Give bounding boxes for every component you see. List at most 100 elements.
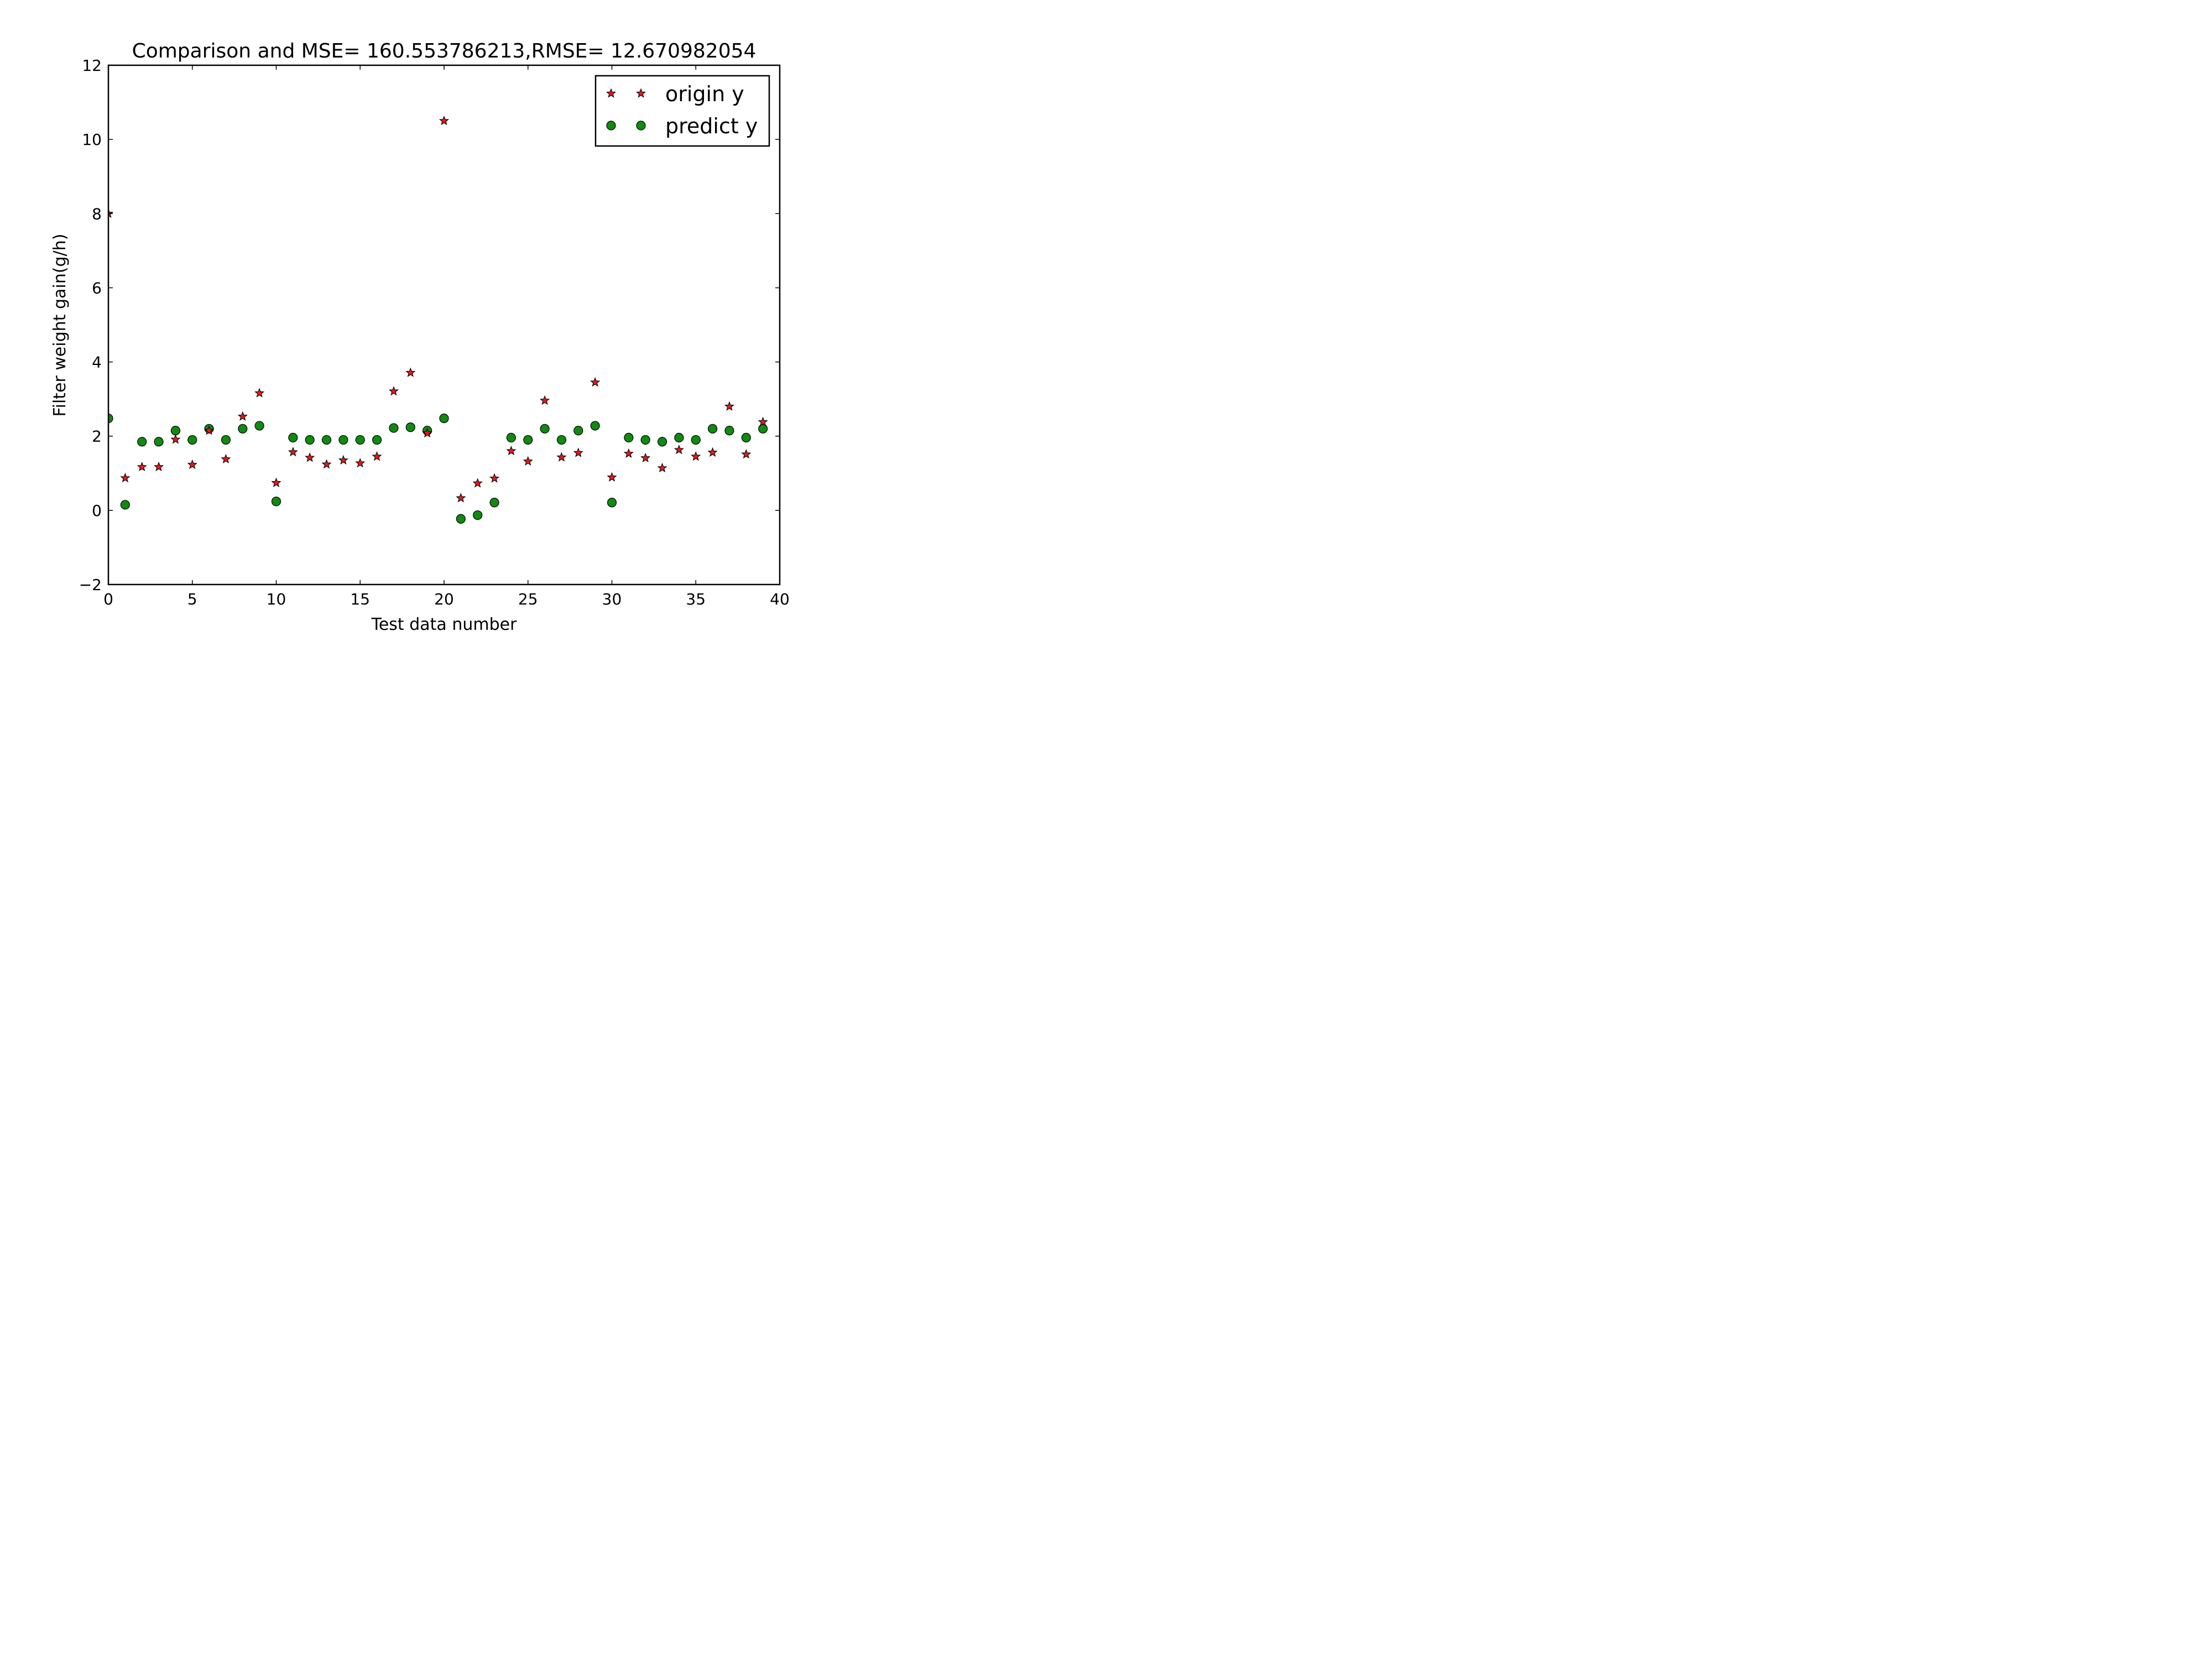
origin-point — [540, 395, 550, 405]
predict-point — [238, 424, 248, 434]
origin-point — [573, 447, 583, 457]
x-tick-label: 20 — [434, 590, 454, 608]
y-tick-label: 12 — [82, 56, 102, 75]
x-tick-label: 35 — [686, 590, 706, 608]
predict-point — [540, 424, 550, 434]
predict-point — [137, 437, 147, 447]
origin-point — [271, 477, 281, 487]
origin-point — [456, 493, 466, 503]
predict-point — [624, 432, 634, 442]
predict-point — [170, 426, 180, 436]
x-tick-label: 0 — [103, 590, 113, 608]
origin-point — [108, 208, 114, 218]
origin-point — [623, 448, 634, 458]
predict-point — [389, 423, 399, 433]
predict-point — [573, 426, 583, 436]
predict-point — [405, 422, 415, 432]
y-tick-label: 6 — [92, 279, 102, 297]
predict-point — [523, 435, 533, 445]
scatter-chart: Comparison and MSE= 160.553786213,RMSE= … — [50, 40, 790, 634]
origin-point — [523, 456, 533, 466]
predict-point — [221, 435, 231, 445]
legend-star — [635, 88, 646, 98]
predict-point — [305, 435, 315, 445]
origin-point — [388, 386, 399, 396]
predict-point — [108, 413, 113, 424]
predict-point — [473, 510, 483, 520]
legend-label-predict: predict y — [665, 114, 758, 138]
x-tick-label: 10 — [267, 590, 286, 608]
predict-point — [640, 435, 650, 445]
x-axis-ticks: 0 5 10 15 20 25 30 35 40 — [103, 65, 790, 608]
origin-point — [338, 455, 348, 465]
origin-point — [204, 425, 215, 435]
predict-point — [120, 500, 130, 510]
x-tick-label: 15 — [350, 590, 370, 608]
origin-point — [707, 447, 718, 457]
origin-point — [489, 473, 500, 483]
y-tick-label: 0 — [92, 502, 102, 520]
origin-point — [305, 452, 315, 462]
y-tick-label: 10 — [82, 131, 102, 149]
origin-point — [724, 401, 735, 411]
origin-point — [372, 451, 382, 461]
legend: origin y predict y — [594, 75, 770, 147]
y-tick-label: 8 — [92, 205, 102, 223]
predict-point — [556, 435, 567, 445]
origin-point — [590, 377, 601, 387]
origin-point — [288, 447, 298, 457]
predict-point — [489, 498, 499, 508]
y-tick-label: 2 — [92, 427, 102, 446]
legend-predict-marker — [636, 121, 646, 131]
legend-box — [594, 75, 770, 147]
origin-point — [422, 427, 432, 438]
legend-star — [606, 88, 617, 98]
predict-point — [590, 421, 600, 431]
x-tick-label: 30 — [602, 590, 622, 608]
x-tick-label: 40 — [770, 590, 790, 608]
origin-point — [758, 416, 768, 426]
origin-point — [187, 459, 197, 469]
predict-point — [187, 435, 197, 445]
origin-point — [556, 452, 567, 462]
predict-point — [254, 421, 264, 431]
origin-point — [640, 452, 651, 463]
origin-point — [472, 478, 483, 488]
predict-point — [338, 435, 348, 445]
y-axis-label: Filter weight gain(g/h) — [50, 234, 70, 417]
origin-point — [691, 451, 701, 461]
origin-point — [607, 472, 617, 482]
predict-point — [657, 437, 667, 447]
origin-point — [674, 444, 684, 455]
origin-point — [170, 434, 181, 444]
predict-point — [288, 432, 298, 442]
predict-point — [506, 432, 517, 442]
origin-point — [237, 411, 248, 421]
origin-point — [506, 445, 517, 456]
x-tick-label: 5 — [187, 590, 197, 608]
predict-point — [674, 432, 684, 442]
x-axis-label: Test data number — [371, 615, 517, 634]
x-tick-label: 25 — [518, 590, 538, 608]
predict-point — [321, 435, 332, 445]
predict-point — [372, 435, 382, 445]
predict-point — [758, 424, 768, 434]
origin-point — [137, 461, 147, 472]
legend-origin-marker — [606, 88, 617, 98]
y-tick-label: −2 — [79, 576, 102, 594]
origin-point — [153, 461, 164, 472]
chart-title: Comparison and MSE= 160.553786213,RMSE= … — [132, 40, 757, 62]
y-axis-ticks: −2 0 2 4 6 8 10 12 — [79, 56, 780, 594]
predict-point — [355, 435, 365, 445]
origin-point — [120, 472, 131, 483]
plot-marks — [108, 116, 768, 524]
legend-origin-marker — [635, 88, 646, 98]
predict-point — [741, 432, 751, 442]
origin-point — [439, 116, 450, 126]
predict-point — [607, 498, 617, 508]
origin-point — [321, 459, 332, 469]
origin-point — [254, 388, 265, 398]
predict-point — [456, 514, 466, 524]
origin-point — [741, 449, 752, 459]
predict-point — [439, 413, 449, 424]
